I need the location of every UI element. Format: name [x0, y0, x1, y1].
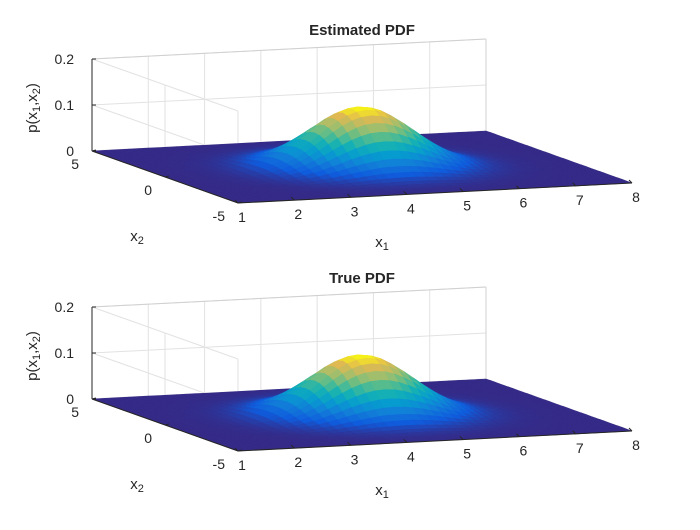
x-tick-label: 8: [632, 437, 640, 453]
x-tick-label: 6: [520, 195, 528, 211]
z-tick-label: 0: [66, 143, 74, 159]
z-tick-label: 0.2: [55, 299, 75, 315]
x-tick-label: 7: [576, 192, 584, 208]
gridline: [92, 333, 486, 353]
y-tick-label: -5: [213, 456, 226, 472]
y-tick-label: -5: [213, 208, 226, 224]
x-tick-label: 1: [238, 209, 246, 225]
x-tick-label: 2: [294, 206, 302, 222]
x-axis-label: x1: [375, 234, 389, 253]
box-edge: [92, 287, 486, 307]
z-axis-label: p(x1,x2): [24, 331, 43, 381]
x-tick-label: 4: [407, 200, 415, 216]
z-tick-label: 0.2: [55, 51, 75, 67]
y-tick-label: 0: [144, 430, 152, 446]
x-tick-label: 8: [632, 189, 640, 205]
y-tick-label: 0: [144, 182, 152, 198]
box-edge: [92, 39, 486, 59]
z-axis-label: p(x1,x2): [24, 83, 43, 133]
x-tick-label: 4: [407, 448, 415, 464]
pdf-surface: [92, 107, 632, 203]
x-tick-label: 5: [463, 446, 471, 462]
x-tick-label: 2: [294, 454, 302, 470]
chart-title: Estimated PDF: [309, 22, 415, 39]
z-tick-label: 0: [66, 391, 74, 407]
y-axis-label: x2: [130, 476, 144, 495]
pdf-surface: [92, 355, 632, 451]
x-tick-label: 6: [520, 443, 528, 459]
z-tick-label: 0.1: [55, 345, 75, 361]
x-axis-label: x1: [375, 482, 389, 501]
x-tick-label: 5: [463, 198, 471, 214]
gridline: [92, 85, 486, 105]
chart-title: True PDF: [329, 270, 395, 287]
x-tick-label: 3: [351, 451, 359, 467]
y-axis-label: x2: [130, 228, 144, 247]
x-tick-label: 1: [238, 457, 246, 473]
z-tick-label: 0.1: [55, 97, 75, 113]
x-tick-label: 3: [351, 203, 359, 219]
x-tick-label: 7: [576, 440, 584, 456]
